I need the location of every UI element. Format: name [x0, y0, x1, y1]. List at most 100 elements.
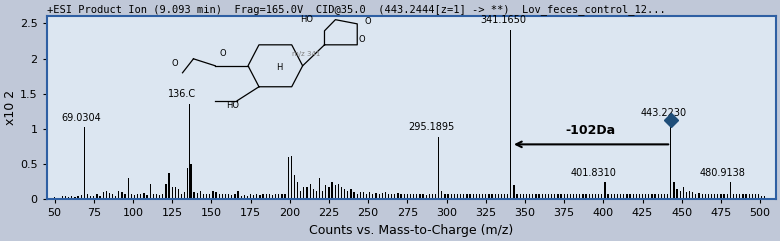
Bar	[394, 194, 395, 199]
Bar	[253, 195, 254, 199]
Bar	[206, 194, 207, 199]
Bar	[319, 178, 320, 199]
Bar	[325, 185, 327, 199]
Bar	[673, 182, 675, 199]
Bar	[423, 194, 424, 199]
Bar	[90, 196, 91, 199]
Text: HO: HO	[226, 101, 239, 110]
Text: HO: HO	[300, 15, 314, 24]
Bar	[523, 194, 524, 199]
Bar	[695, 194, 697, 199]
Bar	[391, 194, 392, 199]
Bar	[128, 178, 129, 199]
Text: O: O	[172, 59, 178, 68]
Bar	[397, 193, 399, 199]
Bar	[692, 192, 693, 199]
Bar	[482, 194, 484, 199]
Bar	[476, 194, 477, 199]
Bar	[661, 194, 662, 199]
Bar	[363, 192, 364, 199]
Bar	[720, 194, 722, 199]
Bar	[595, 194, 596, 199]
Bar	[360, 192, 361, 199]
Bar	[701, 194, 703, 199]
Bar	[670, 123, 672, 199]
Bar	[566, 194, 568, 199]
Bar	[532, 194, 534, 199]
Bar	[269, 194, 270, 199]
Text: O: O	[358, 35, 365, 44]
Bar	[341, 187, 342, 199]
Bar	[548, 194, 549, 199]
Text: 480.9138: 480.9138	[700, 168, 746, 178]
Bar	[413, 194, 414, 199]
Bar	[102, 192, 104, 199]
Bar	[513, 185, 515, 199]
Bar	[134, 195, 135, 199]
Bar	[570, 194, 571, 199]
Bar	[432, 194, 433, 199]
Bar	[667, 194, 668, 199]
Bar	[350, 189, 352, 199]
Bar	[65, 196, 66, 199]
Bar	[347, 191, 349, 199]
Bar	[181, 194, 183, 199]
Bar	[526, 194, 527, 199]
Bar	[761, 196, 762, 199]
Text: m/z 341: m/z 341	[292, 51, 320, 57]
Bar	[99, 196, 101, 199]
Bar	[676, 189, 678, 199]
Bar	[80, 195, 82, 199]
Bar	[74, 197, 76, 199]
Bar	[758, 194, 759, 199]
Bar	[586, 194, 587, 199]
Bar	[617, 194, 618, 199]
Bar	[212, 191, 214, 199]
Bar	[598, 194, 599, 199]
Bar	[189, 104, 190, 199]
Text: +ESI Product Ion (9.093 min)  Frag=165.0V  CID@35.0  (443.2444[z=1] -> **)  Lov_: +ESI Product Ion (9.093 min) Frag=165.0V…	[47, 4, 665, 15]
Bar	[243, 195, 245, 199]
Bar	[648, 194, 650, 199]
Bar	[544, 194, 546, 199]
Bar	[96, 194, 98, 199]
Bar	[156, 194, 157, 199]
Bar	[611, 194, 612, 199]
Bar	[272, 195, 273, 199]
Bar	[159, 195, 160, 199]
Bar	[529, 194, 530, 199]
Bar	[426, 195, 427, 199]
Bar	[510, 30, 512, 199]
Bar	[225, 194, 226, 199]
Bar	[686, 192, 687, 199]
Bar	[438, 137, 439, 199]
Bar	[291, 156, 292, 199]
Bar	[736, 194, 737, 199]
Bar	[491, 194, 493, 199]
Bar	[115, 196, 116, 199]
Bar	[711, 194, 712, 199]
Bar	[664, 194, 665, 199]
Bar	[592, 194, 593, 199]
Bar	[215, 192, 217, 199]
Bar	[429, 194, 430, 199]
Bar	[636, 194, 637, 199]
Bar	[240, 196, 242, 199]
Bar	[727, 194, 728, 199]
Bar	[322, 191, 324, 199]
Bar	[463, 194, 464, 199]
Bar	[714, 194, 715, 199]
Text: 136.C: 136.C	[168, 89, 196, 99]
Bar	[733, 194, 734, 199]
Bar	[682, 187, 684, 199]
Bar	[385, 192, 386, 199]
Bar	[551, 194, 552, 199]
Bar	[344, 189, 346, 199]
Bar	[495, 194, 496, 199]
Bar	[629, 194, 631, 199]
Bar	[410, 194, 411, 199]
Text: O: O	[220, 49, 226, 58]
Text: 401.8310: 401.8310	[571, 168, 617, 178]
Bar	[335, 185, 336, 199]
Bar	[356, 194, 358, 199]
